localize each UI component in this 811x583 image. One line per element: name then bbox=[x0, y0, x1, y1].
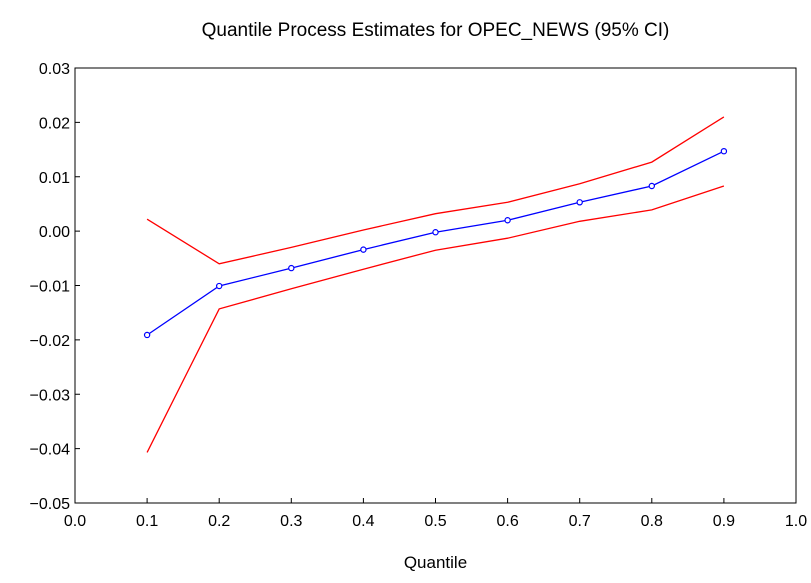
data-point-estimate bbox=[215, 282, 223, 290]
y-tick-label: 0.03 bbox=[39, 61, 70, 78]
y-tick-label: −0.02 bbox=[30, 333, 71, 350]
data-point-estimate bbox=[504, 217, 511, 224]
x-tick-label: 0.2 bbox=[208, 513, 230, 530]
x-tick-label: 0.8 bbox=[641, 513, 663, 530]
x-tick-label: 1.0 bbox=[785, 513, 807, 530]
data-point-estimate bbox=[648, 182, 656, 190]
x-tick-label: 0.9 bbox=[713, 513, 735, 530]
data-point-estimate bbox=[143, 331, 151, 339]
data-point-estimate bbox=[576, 199, 583, 206]
x-tick-label: 0.6 bbox=[496, 513, 518, 530]
y-tick-label: 0.01 bbox=[39, 170, 70, 187]
x-axis-label: Quantile bbox=[403, 553, 468, 572]
data-point-estimate bbox=[432, 229, 439, 236]
y-tick-label: −0.03 bbox=[30, 387, 71, 404]
data-point-estimate bbox=[288, 264, 295, 272]
y-tick-label: 0.02 bbox=[39, 115, 70, 132]
chart-title: Quantile Process Estimates for OPEC_NEWS… bbox=[201, 20, 670, 41]
x-tick-label: 0.4 bbox=[352, 513, 374, 530]
data-point-estimate bbox=[360, 246, 367, 253]
x-tick-label: 0.7 bbox=[569, 513, 591, 530]
x-tick-label: 0.5 bbox=[424, 513, 446, 530]
y-tick-label: 0.00 bbox=[39, 224, 70, 241]
y-tick-label: −0.04 bbox=[30, 442, 71, 459]
plot-frame bbox=[74, 67, 797, 504]
y-tick-label: −0.01 bbox=[30, 279, 71, 296]
x-tick-label: 0.3 bbox=[280, 513, 302, 530]
series-line-lower bbox=[146, 185, 725, 453]
series-line-upper bbox=[146, 116, 725, 265]
x-tick-label: 0.1 bbox=[136, 513, 158, 530]
x-tick-label: 0.0 bbox=[64, 513, 86, 530]
data-point-estimate bbox=[720, 147, 728, 155]
series-line-estimate bbox=[146, 150, 725, 336]
y-tick-label: −0.05 bbox=[30, 496, 71, 513]
